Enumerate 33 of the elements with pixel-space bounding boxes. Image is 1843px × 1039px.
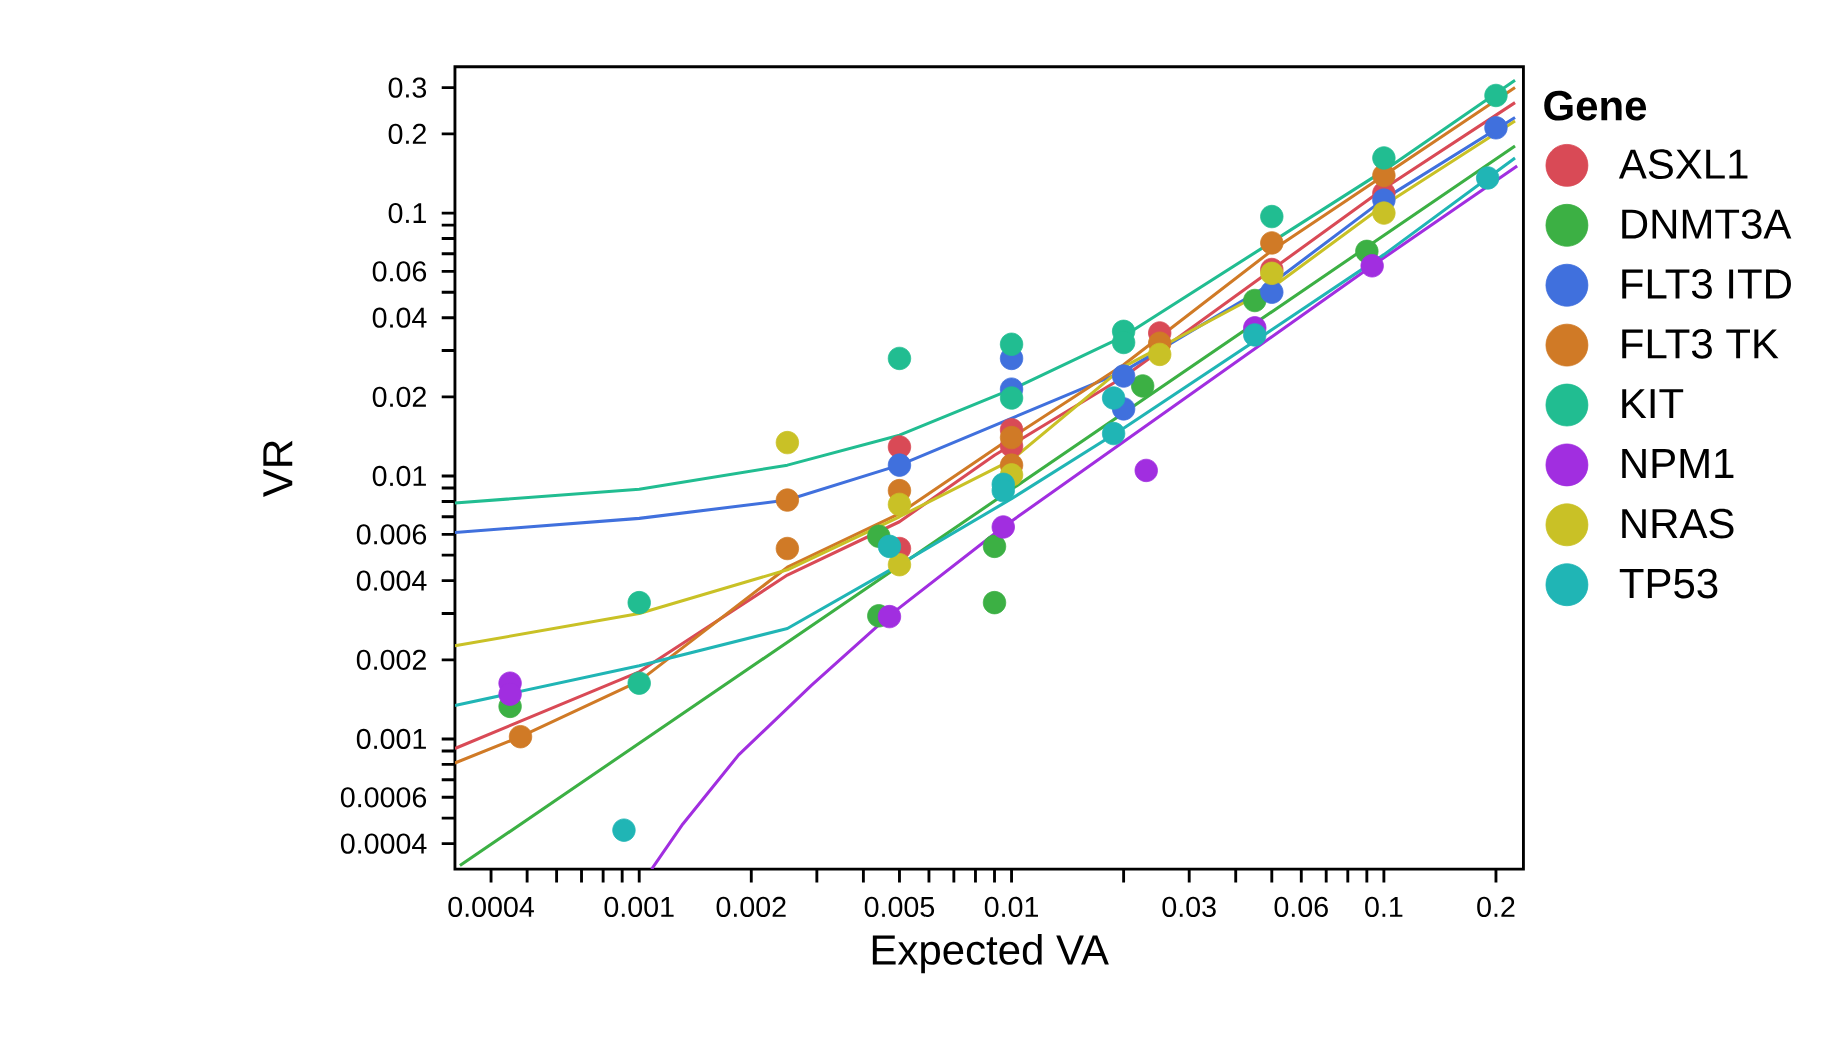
legend-label: TP53 bbox=[1619, 568, 1718, 599]
y-tick-label: 0.0006 bbox=[340, 787, 427, 808]
legend-label: FLT3 TK bbox=[1622, 329, 1779, 359]
x-tick-label: 0.002 bbox=[716, 896, 786, 918]
legend-label: FLT3 ITD bbox=[1622, 269, 1791, 299]
x-tick-label: 0.2 bbox=[1477, 896, 1515, 918]
x-tick-label: 0.1 bbox=[1365, 896, 1403, 918]
y-tick-label: 0.01 bbox=[372, 465, 426, 487]
legend-label: KIT bbox=[1622, 389, 1684, 419]
x-tick-label: 0.06 bbox=[1274, 896, 1328, 918]
y-tick-label: 0.001 bbox=[356, 728, 426, 750]
y-tick-label: 0.004 bbox=[356, 570, 427, 591]
x-tick-label: 0.03 bbox=[1162, 896, 1216, 918]
legend-label: NRAS bbox=[1622, 508, 1734, 539]
y-axis-title: VR bbox=[263, 440, 293, 497]
y-tick-label: 0.3 bbox=[388, 77, 427, 98]
y-tick-label: 0.002 bbox=[356, 649, 426, 670]
y-tick-label: 0.04 bbox=[372, 307, 427, 328]
x-tick-label: 0.01 bbox=[984, 896, 1038, 918]
legend-label: ASXL1 bbox=[1618, 149, 1748, 180]
legend-label: NPM1 bbox=[1622, 449, 1734, 478]
x-tick-label: 0.0004 bbox=[448, 896, 534, 918]
y-tick-label: 0.2 bbox=[388, 123, 426, 145]
legend-label: DNMT3A bbox=[1622, 209, 1792, 239]
y-tick-label: 0.06 bbox=[372, 261, 427, 282]
y-tick-label: 0.0004 bbox=[340, 833, 427, 854]
y-tick-label: 0.1 bbox=[388, 202, 426, 224]
x-axis-title: Expected VA bbox=[872, 934, 1109, 974]
y-tick-label: 0.02 bbox=[372, 386, 426, 408]
x-tick-label: 0.005 bbox=[864, 896, 935, 918]
legend-title: Gene bbox=[1544, 90, 1647, 121]
x-tick-label: 0.001 bbox=[604, 896, 674, 918]
y-tick-label: 0.006 bbox=[356, 524, 427, 545]
